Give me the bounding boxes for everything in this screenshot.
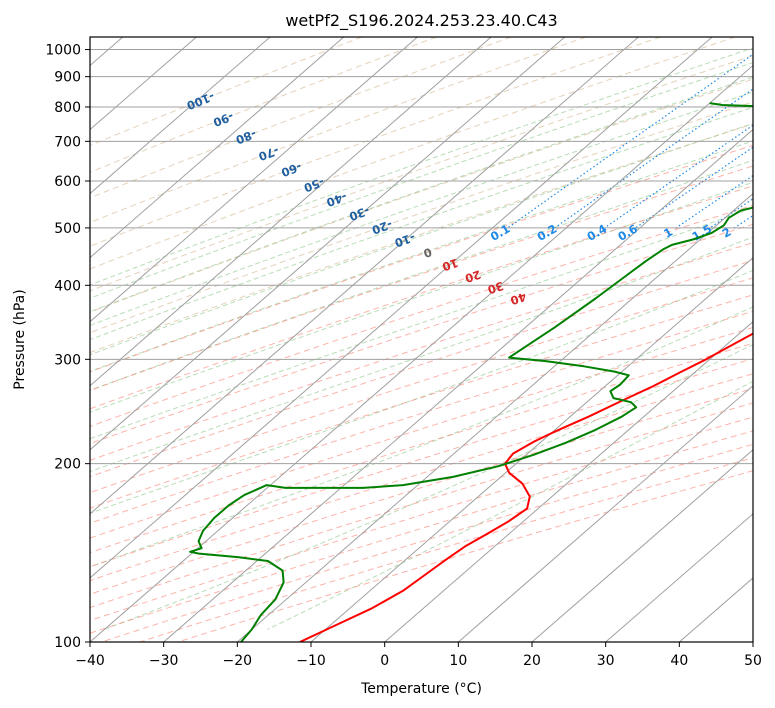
moist-adiabat — [104, 343, 753, 630]
moist-adiabat — [90, 306, 753, 568]
isotherm — [531, 449, 753, 642]
plot-frame — [89, 36, 754, 643]
moist-adiabat — [90, 159, 753, 391]
x-tick-label: 10 — [449, 653, 467, 669]
x-tick-label: −30 — [149, 653, 179, 669]
y-tick-label: 500 — [54, 221, 81, 237]
x-axis-title: Temperature (°C) — [360, 681, 482, 697]
y-axis: 100 200 300 400 500 600 700 800 900 1000 — [45, 43, 90, 651]
moist-adiabat — [90, 62, 753, 299]
dry-adiabat — [90, 259, 753, 478]
isotherm — [90, 64, 753, 642]
y-axis-title: Pressure (hPa) — [12, 289, 28, 389]
mixing-ratio-line — [603, 124, 753, 230]
isotherm — [384, 321, 753, 642]
moist-adiabat — [90, 76, 753, 313]
dry-adiabat-label: -70 — [257, 143, 281, 163]
isotherm — [163, 128, 753, 642]
dry-adiabat-label: 10 — [440, 256, 460, 274]
moist-adiabat — [90, 106, 753, 341]
mixing-ratio-line — [506, 53, 753, 230]
sounding-series — [189, 102, 753, 642]
x-tick-label: 40 — [670, 653, 688, 669]
y-tick-label: 1000 — [45, 43, 81, 59]
x-tick-label: 0 — [380, 653, 389, 669]
y-tick-label: 300 — [54, 352, 81, 368]
dry-adiabat-label: 30 — [486, 279, 506, 297]
dry-adiabat — [139, 457, 753, 642]
dry-adiabat-label: -20 — [370, 217, 394, 237]
y-tick-label: 800 — [54, 100, 81, 116]
isotherm — [90, 37, 492, 387]
moist-adiabat — [267, 380, 753, 630]
isotherm — [458, 385, 753, 642]
dry-adiabat-label: -10 — [393, 230, 417, 250]
dry-adiabat-label: -30 — [347, 203, 371, 223]
x-tick-label: 30 — [597, 653, 615, 669]
isotherm — [90, 37, 271, 195]
dry-adiabat — [90, 402, 753, 609]
isotherm — [310, 256, 753, 642]
x-tick-label: −40 — [75, 653, 105, 669]
dry-adiabat-label: -60 — [279, 159, 303, 179]
dry-adiabat — [90, 326, 753, 539]
dry-adiabat — [90, 277, 753, 494]
chart-title: wetPf2_S196.2024.253.23.40.C43 — [285, 11, 557, 31]
dry-adiabat — [90, 430, 753, 634]
isotherm-lines — [90, 37, 753, 642]
dry-adiabat — [90, 416, 753, 621]
x-tick-label: 50 — [744, 653, 762, 669]
isotherm — [605, 513, 753, 642]
dry-adiabat — [90, 78, 753, 313]
y-tick-label: 400 — [54, 278, 81, 294]
dry-adiabat — [90, 294, 753, 509]
mixing-ratio-line — [674, 174, 753, 230]
dry-adiabat-label: 40 — [509, 290, 529, 308]
dry-adiabat — [177, 470, 753, 642]
dry-adiabat-label: 20 — [463, 267, 483, 285]
dry-adiabat — [101, 443, 753, 642]
x-axis: −40 −30 −20 −10 0 10 20 30 40 50 — [75, 642, 762, 669]
isotherm — [237, 192, 753, 642]
dry-adiabat — [90, 101, 753, 334]
sounding-line-1 — [189, 102, 753, 642]
x-tick-label: 20 — [523, 653, 541, 669]
moist-adiabat — [90, 140, 753, 372]
y-tick-label: 600 — [54, 174, 81, 190]
isotherm — [90, 37, 418, 323]
isotherm — [90, 37, 345, 259]
dry-adiabat-label: -80 — [234, 127, 258, 148]
y-tick-label: 200 — [54, 457, 81, 473]
dry-adiabat — [90, 37, 586, 224]
moist-adiabat — [90, 47, 753, 286]
mixing-ratio-lines — [506, 53, 753, 230]
y-tick-label: 700 — [54, 134, 81, 150]
dry-adiabat — [90, 37, 362, 147]
x-tick-label: −10 — [296, 653, 326, 669]
dry-adiabat-label: -40 — [325, 189, 349, 209]
dry-adiabat-label: -50 — [302, 175, 326, 195]
x-tick-label: −20 — [223, 653, 253, 669]
isotherm — [90, 37, 639, 515]
sounding-line-0 — [299, 332, 753, 642]
isotherm — [90, 37, 713, 579]
y-tick-label: 900 — [54, 70, 81, 86]
moist-adiabat — [90, 181, 753, 413]
y-tick-label: 100 — [54, 635, 81, 651]
moist-adiabat — [90, 269, 753, 514]
isotherm — [90, 37, 566, 451]
isobar-lines — [90, 49, 753, 642]
